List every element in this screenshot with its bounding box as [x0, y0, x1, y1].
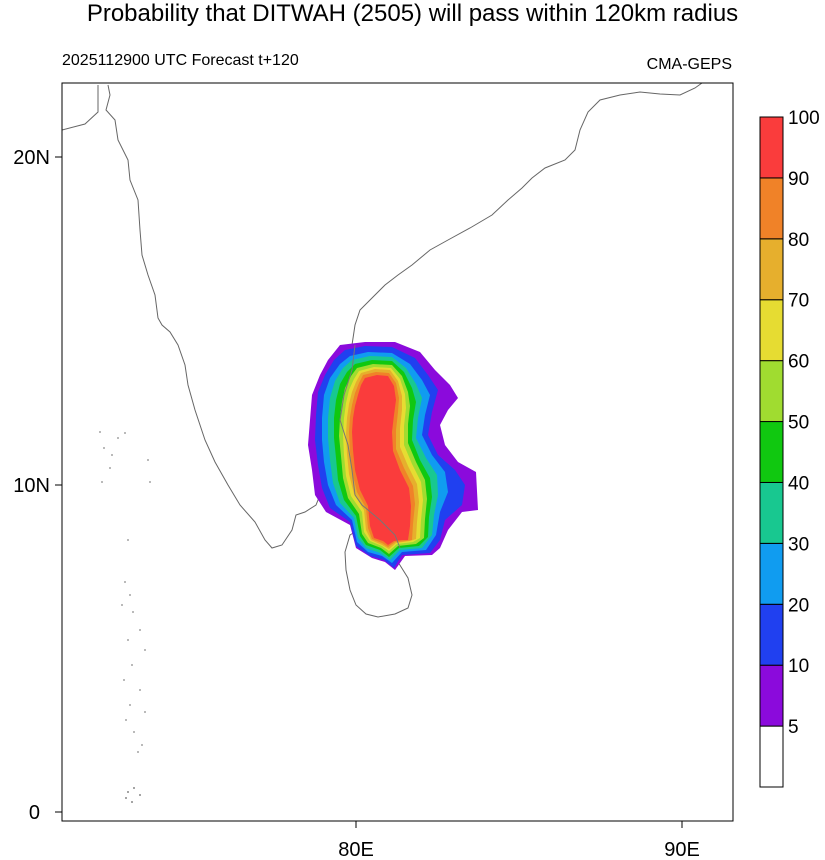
y-tick-label-20N: 20N	[13, 147, 50, 169]
colorbar-label-30: 30	[788, 534, 809, 555]
x-tick-label-90E: 90E	[664, 839, 700, 860]
colorbar-box-40	[759, 481, 784, 544]
colorbar-label-70: 70	[788, 291, 809, 312]
y-tick-label-0: 0	[29, 802, 40, 824]
island-dots	[99, 431, 151, 803]
colorbar-box-5	[759, 725, 784, 788]
colorbar-label-50: 50	[788, 413, 809, 434]
colorbar: 5 10 20 30 40 50 60 70 80 90 100	[759, 108, 820, 788]
map-frame	[61, 82, 734, 822]
x-axis: 80E 90E	[338, 821, 700, 860]
colorbar-box-50	[759, 421, 784, 483]
contour-90-100	[352, 375, 411, 545]
chart-title: Probability that DITWAH (2505) will pass…	[86, 0, 739, 27]
colorbar-label-10: 10	[788, 656, 809, 677]
y-tick-label-10N: 10N	[13, 475, 50, 497]
forecast-time-label: 2025112900 UTC Forecast t+120	[62, 52, 299, 69]
coastline-overlay	[339, 344, 401, 549]
model-name-label: CMA-GEPS	[646, 56, 732, 73]
colorbar-box-30	[759, 542, 784, 605]
colorbar-box-10	[759, 664, 784, 727]
x-tick-label-80E: 80E	[338, 839, 374, 860]
y-axis: 20N 10N 0	[13, 147, 62, 824]
colorbar-box-90	[759, 177, 784, 240]
colorbar-label-80: 80	[788, 230, 809, 251]
colorbar-box-70	[759, 299, 784, 362]
colorbar-box-80	[759, 238, 784, 301]
colorbar-label-100: 100	[788, 108, 820, 129]
colorbar-box-20	[759, 603, 784, 666]
colorbar-label-40: 40	[788, 473, 809, 494]
colorbar-label-20: 20	[788, 595, 809, 616]
colorbar-label-5: 5	[788, 717, 799, 738]
colorbar-label-60: 60	[788, 352, 809, 373]
colorbar-box-60	[759, 360, 784, 423]
colorbar-label-90: 90	[788, 169, 809, 190]
colorbar-box-100	[759, 116, 784, 179]
